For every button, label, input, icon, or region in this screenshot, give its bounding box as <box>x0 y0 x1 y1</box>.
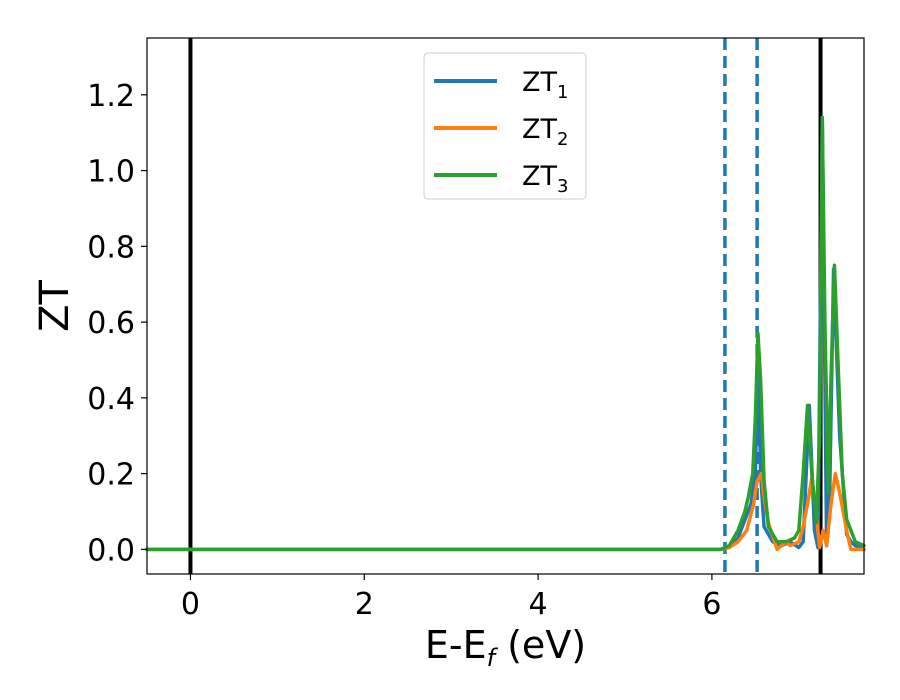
y-axis-ticks: 0.0 0.2 0.4 0.6 0.8 1.0 1.2 <box>87 79 147 568</box>
y-tick-label: 0.2 <box>87 458 135 493</box>
legend-box <box>423 52 587 200</box>
legend: ZT1 ZT2 ZT3 <box>423 52 587 200</box>
plot-frame <box>146 37 865 575</box>
x-tick-label: 6 <box>702 587 721 622</box>
x-tick-label: 2 <box>355 587 374 622</box>
y-axis-label: ZT <box>32 280 78 332</box>
legend-label-zt3: ZT3 <box>522 161 568 197</box>
legend-label-zt2: ZT2 <box>522 114 568 150</box>
y-tick-label: 0.4 <box>87 382 135 417</box>
y-tick-label: 0.8 <box>87 230 135 265</box>
series-line-zt3 <box>145 115 866 552</box>
legend-label-zt1: ZT1 <box>522 67 568 103</box>
x-tick-label: 0 <box>181 587 200 622</box>
series-lines <box>145 115 866 552</box>
x-axis-label-unit: (eV) <box>495 623 586 667</box>
x-axis-label: E-Ef (eV) <box>425 623 586 672</box>
x-axis-label-main: E-E <box>425 623 487 667</box>
y-tick-label: 1.0 <box>87 155 135 190</box>
x-axis-ticks: 0 2 4 6 <box>181 574 721 622</box>
y-tick-label: 0.6 <box>87 306 135 341</box>
series-line-zt2 <box>145 471 866 552</box>
x-tick-label: 4 <box>529 587 548 622</box>
y-tick-label: 0.0 <box>87 533 135 568</box>
y-tick-label: 1.2 <box>87 79 135 114</box>
